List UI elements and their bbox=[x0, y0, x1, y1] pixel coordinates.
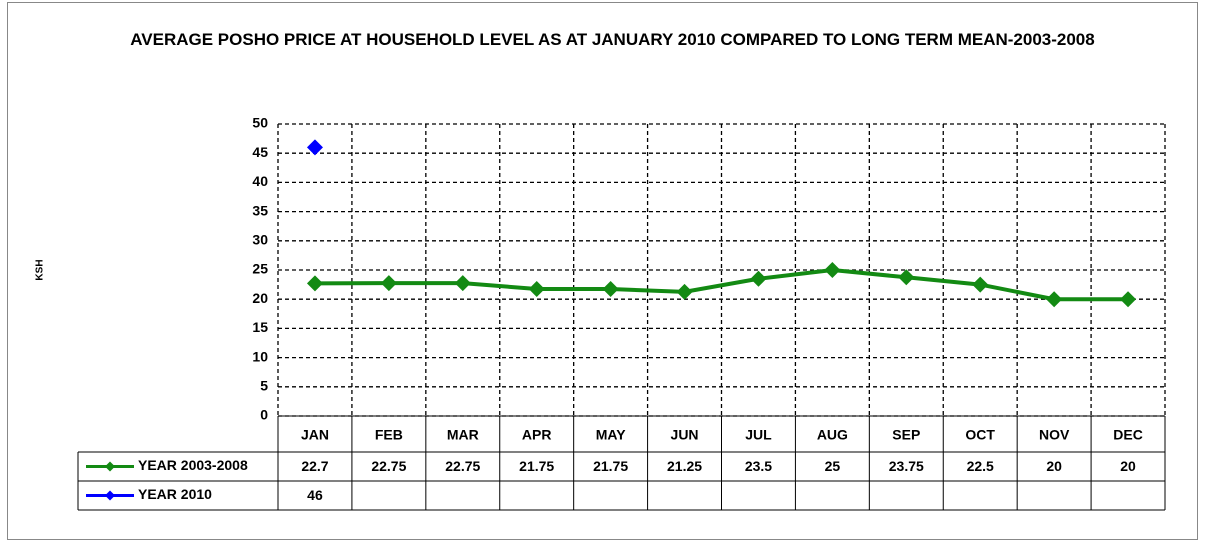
marker bbox=[676, 283, 693, 300]
y-tick-label: 10 bbox=[252, 348, 268, 364]
table-value: 23.5 bbox=[745, 458, 772, 474]
legend-label: YEAR 2010 bbox=[138, 486, 212, 502]
x-tick-label: NOV bbox=[1039, 427, 1070, 443]
y-tick-label: 25 bbox=[252, 261, 268, 277]
y-tick-label: 40 bbox=[252, 173, 268, 189]
x-tick-label: AUG bbox=[817, 427, 848, 443]
x-tick-label: SEP bbox=[892, 427, 920, 443]
legend-marker bbox=[105, 461, 115, 472]
legend-label: YEAR 2003-2008 bbox=[138, 457, 248, 473]
table-value: 25 bbox=[825, 458, 841, 474]
y-tick-label: 35 bbox=[252, 202, 268, 218]
series-line bbox=[314, 267, 1129, 302]
table-value: 22.75 bbox=[371, 458, 406, 474]
x-tick-label: APR bbox=[522, 427, 552, 443]
legend-marker bbox=[105, 490, 115, 501]
y-axis-label: KSH bbox=[35, 259, 46, 280]
table-value: 21.25 bbox=[667, 458, 702, 474]
table-value: 20 bbox=[1120, 458, 1136, 474]
table-value: 21.75 bbox=[519, 458, 554, 474]
x-tick-label: DEC bbox=[1113, 427, 1143, 443]
x-tick-label: MAY bbox=[596, 427, 626, 443]
y-tick-label: 15 bbox=[252, 319, 268, 335]
chart-border bbox=[7, 2, 1198, 540]
marker bbox=[824, 262, 841, 278]
marker bbox=[1120, 291, 1137, 308]
y-tick-label: 30 bbox=[252, 232, 268, 248]
table-value: 20 bbox=[1046, 458, 1062, 474]
table-value: 22.7 bbox=[301, 458, 328, 474]
marker bbox=[898, 269, 915, 286]
x-tick-label: MAR bbox=[447, 427, 479, 443]
y-tick-label: 50 bbox=[252, 115, 268, 131]
x-tick-label: OCT bbox=[965, 427, 995, 443]
x-tick-label: JUL bbox=[745, 427, 772, 443]
table-value: 46 bbox=[307, 487, 323, 503]
marker bbox=[750, 270, 767, 287]
marker bbox=[306, 139, 323, 156]
table-value: 22.5 bbox=[967, 458, 994, 474]
marker bbox=[602, 280, 619, 297]
x-tick-label: JUN bbox=[671, 427, 699, 443]
table-value: 22.75 bbox=[445, 458, 480, 474]
chart-title: AVERAGE POSHO PRICE AT HOUSEHOLD LEVEL A… bbox=[130, 30, 1095, 49]
table-value: 23.75 bbox=[889, 458, 924, 474]
x-tick-label: JAN bbox=[301, 427, 329, 443]
marker bbox=[1046, 291, 1063, 308]
y-tick-label: 20 bbox=[252, 290, 268, 306]
table-value: 21.75 bbox=[593, 458, 628, 474]
marker bbox=[454, 275, 471, 292]
marker bbox=[972, 276, 989, 293]
x-tick-label: FEB bbox=[375, 427, 403, 443]
marker bbox=[380, 275, 397, 292]
marker bbox=[528, 280, 545, 297]
y-tick-label: 45 bbox=[252, 144, 268, 160]
y-tick-label: 0 bbox=[260, 407, 268, 423]
marker bbox=[306, 275, 323, 292]
y-tick-label: 5 bbox=[260, 378, 268, 394]
